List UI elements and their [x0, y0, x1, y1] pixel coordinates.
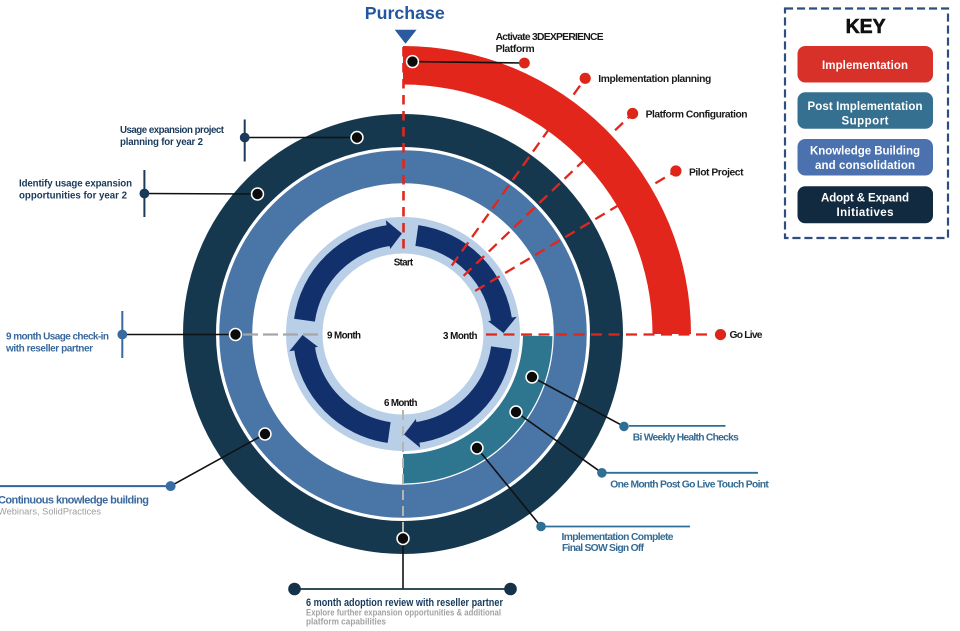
- svg-text:Webinars, SolidPractices: Webinars, SolidPractices: [0, 507, 101, 518]
- svg-text:9 Month: 9 Month: [327, 331, 361, 342]
- svg-text:Implementation: Implementation: [822, 60, 908, 72]
- svg-text:One Month Post Go Live Touch P: One Month Post Go Live Touch Point: [610, 480, 769, 491]
- svg-text:3 Month: 3 Month: [443, 331, 478, 342]
- svg-text:Post Implementation: Post Implementation: [808, 101, 923, 113]
- svg-text:KEY: KEY: [846, 15, 886, 38]
- svg-text:6 Month: 6 Month: [384, 398, 418, 409]
- svg-text:Activate 3DEXPERIENCE: Activate 3DEXPERIENCE: [496, 32, 604, 43]
- svg-text:Initiatives: Initiatives: [837, 207, 894, 219]
- svg-text:and consolidation: and consolidation: [815, 160, 915, 172]
- svg-text:Support: Support: [842, 116, 889, 128]
- svg-text:Platform: Platform: [496, 44, 535, 55]
- svg-text:opportunities for year 2: opportunities for year 2: [19, 191, 127, 202]
- svg-text:Purchase: Purchase: [365, 3, 445, 23]
- svg-text:Usage expansion project: Usage expansion project: [120, 125, 225, 136]
- svg-text:Implementation Complete: Implementation Complete: [562, 532, 674, 543]
- svg-text:Adopt & Expand: Adopt & Expand: [821, 193, 909, 205]
- svg-text:Platform Configuration: Platform Configuration: [646, 110, 748, 121]
- svg-text:platform capabilities: platform capabilities: [306, 617, 386, 627]
- svg-text:planning for year 2: planning for year 2: [120, 137, 203, 148]
- svg-text:6 month adoption review with r: 6 month adoption review with reseller pa…: [306, 597, 503, 609]
- svg-text:Identify usage expansion: Identify usage expansion: [19, 179, 132, 190]
- svg-text:Start: Start: [394, 258, 414, 269]
- svg-text:Implementation planning: Implementation planning: [598, 74, 711, 85]
- svg-text:Explore further expansion oppo: Explore further expansion opportunities …: [306, 608, 501, 618]
- svg-text:Continuous knowledge building: Continuous knowledge building: [0, 495, 149, 507]
- svg-text:Final SOW Sign Off: Final SOW Sign Off: [562, 543, 645, 554]
- svg-text:Pilot Project: Pilot Project: [689, 168, 744, 179]
- svg-text:Go Live: Go Live: [730, 330, 763, 341]
- svg-text:Knowledge Building: Knowledge Building: [810, 146, 920, 158]
- svg-text:Bi Weekly Health Checks: Bi Weekly Health Checks: [633, 433, 739, 444]
- svg-text:9 month Usage check-in: 9 month Usage check-in: [6, 332, 109, 343]
- svg-text:with reseller partner: with reseller partner: [5, 343, 93, 354]
